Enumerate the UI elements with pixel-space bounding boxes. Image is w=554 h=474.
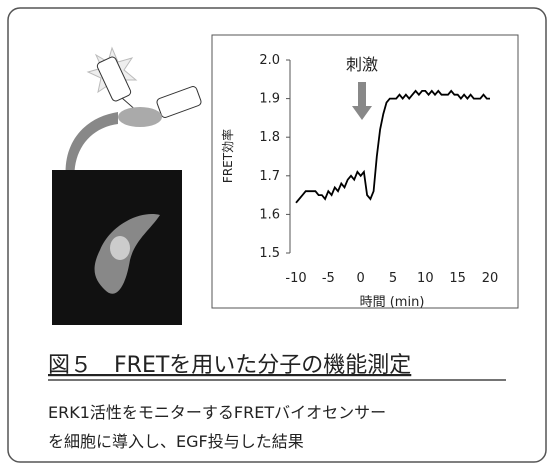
- x-tick-label: 15: [449, 271, 466, 286]
- x-axis-label: 時間 (min): [360, 295, 425, 310]
- illustration: [52, 46, 202, 325]
- description-line: ERK1活性をモニターするFRETバイオセンサー: [48, 403, 386, 422]
- x-tick-label: 10: [417, 271, 434, 286]
- y-tick-label: 1.9: [259, 92, 280, 107]
- y-tick-label: 1.5: [259, 246, 280, 261]
- y-tick-label: 1.8: [259, 130, 280, 145]
- caption: 図５ FRETを用いた分子の機能測定: [48, 353, 411, 378]
- annotation-arrow: [352, 82, 372, 120]
- data-line: [295, 89, 490, 204]
- y-tick-label: 1.7: [259, 169, 280, 184]
- annotation: 刺激: [346, 55, 378, 74]
- y-tick-label: 1.6: [259, 207, 280, 222]
- x-tick-label: 5: [389, 271, 397, 286]
- y-axis-label: FRET効率: [220, 129, 235, 183]
- x-tick-label: 0: [357, 271, 365, 286]
- x-tick-label: -5: [322, 271, 335, 286]
- description-line: を細胞に導入し、EGF投与した結果: [48, 432, 304, 451]
- chart-frame: [211, 34, 519, 309]
- x-tick-label: 20: [482, 271, 499, 286]
- y-tick-label: 2.0: [259, 53, 280, 68]
- x-tick-label: -10: [285, 271, 306, 286]
